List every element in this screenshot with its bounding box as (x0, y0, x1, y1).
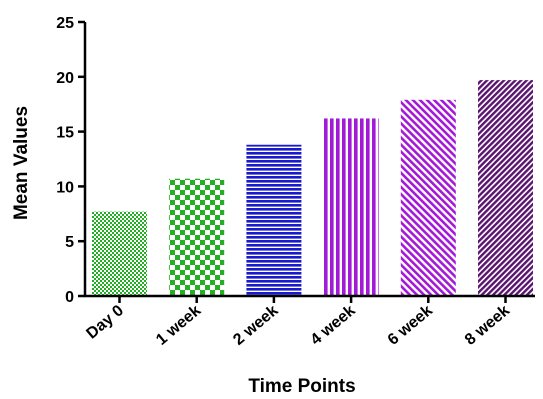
x-axis-ticks: Day 0 1 week 2 week 4 week 6 week 8 week (83, 296, 513, 349)
y-tick-label: 5 (65, 234, 74, 251)
x-tick-label: 4 week (308, 302, 359, 349)
bar-1-week (169, 178, 225, 296)
y-tick-label: 10 (56, 179, 74, 196)
bar-4-week (323, 118, 379, 296)
y-tick-label: 25 (56, 15, 74, 32)
bars-group (92, 80, 533, 296)
y-axis-title: Mean Values (11, 106, 32, 220)
x-axis-title: Time Points (248, 376, 355, 397)
x-tick-label: 8 week (462, 302, 513, 349)
bar-6-week (400, 99, 456, 296)
y-tick-label: 15 (56, 125, 74, 142)
x-tick-label: 1 week (153, 302, 204, 349)
y-axis-ticks: 0 5 10 15 20 25 (56, 15, 85, 306)
bar-8-week (478, 80, 533, 296)
x-tick-label: Day 0 (83, 302, 127, 343)
y-tick-label: 20 (56, 70, 74, 87)
x-tick-label: 2 week (230, 302, 281, 349)
y-tick-label: 0 (65, 289, 74, 306)
x-tick-label: 6 week (385, 302, 436, 349)
bar-2-week (246, 144, 302, 296)
bar-day-0 (92, 211, 147, 296)
